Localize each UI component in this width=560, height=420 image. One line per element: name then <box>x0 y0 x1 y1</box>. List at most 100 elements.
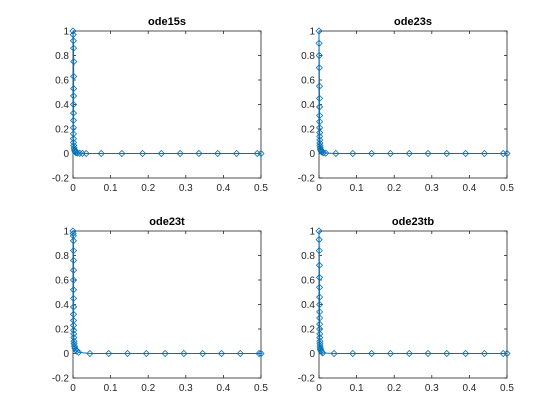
data-point-marker <box>405 349 413 358</box>
y-tick-label: 0.6 <box>55 276 69 287</box>
data-point-marker <box>315 283 324 291</box>
data-point-marker <box>462 149 470 158</box>
data-point-marker <box>315 227 323 235</box>
data-point-marker <box>123 349 132 358</box>
x-tick-label: 0.4 <box>462 383 476 394</box>
y-tick-label: 0.8 <box>55 251 69 262</box>
data-point-marker <box>332 149 340 158</box>
x-tick-label: 0.4 <box>216 383 230 394</box>
x-tick-label: 0.3 <box>425 183 439 194</box>
data-point-marker <box>315 247 323 255</box>
x-tick-label: 0.3 <box>179 183 193 194</box>
subplot-title: ode15s <box>148 16 186 28</box>
x-tick-label: 0.5 <box>500 183 514 194</box>
data-point-marker <box>318 148 326 156</box>
data-point-marker <box>157 149 165 158</box>
data-point-marker <box>70 141 78 150</box>
y-tick-label: 0.2 <box>55 325 69 336</box>
data-point-marker <box>315 261 323 269</box>
data-point-marker <box>105 349 113 358</box>
y-tick-label: 1 <box>309 27 315 38</box>
data-point-marker <box>480 149 489 158</box>
y-tick-label: -0.2 <box>298 374 316 385</box>
data-point-marker <box>315 103 324 111</box>
data-point-marker <box>386 149 395 158</box>
data-point-marker <box>69 303 78 311</box>
data-point-marker <box>71 344 79 352</box>
data-point-marker <box>69 135 78 143</box>
x-tick-label: 0.3 <box>425 383 439 394</box>
y-tick-label: 0.6 <box>55 76 69 87</box>
data-point-marker <box>69 37 77 45</box>
data-point-marker <box>69 256 78 264</box>
x-tick-label: 0.5 <box>500 383 514 394</box>
data-point-marker <box>69 227 77 235</box>
data-point-marker <box>70 72 78 80</box>
data-point-marker <box>69 321 78 329</box>
axes-box <box>72 230 262 379</box>
data-point-marker <box>315 236 323 244</box>
data-point-marker <box>69 316 78 324</box>
y-tick-label: 0 <box>309 149 315 160</box>
data-point-marker <box>424 349 432 358</box>
x-tick-label: 0.5 <box>254 383 268 394</box>
data-point-marker <box>315 82 324 90</box>
data-point-marker <box>315 94 324 102</box>
data-point-marker <box>217 349 226 358</box>
data-point-marker <box>69 294 78 302</box>
y-tick-label: 0.2 <box>55 125 69 136</box>
data-point-marker <box>69 27 77 35</box>
data-point-marker <box>69 116 78 124</box>
y-tick-label: 0 <box>63 349 69 360</box>
data-point-marker <box>349 349 357 358</box>
data-point-marker <box>69 266 78 274</box>
data-point-marker <box>70 58 78 66</box>
y-tick-label: -0.2 <box>298 174 316 185</box>
data-point-marker <box>349 149 357 158</box>
y-tick-label: 1 <box>63 227 69 238</box>
data-point-marker <box>330 349 338 358</box>
data-point-marker <box>316 325 324 333</box>
data-point-marker <box>70 342 79 350</box>
data-point-marker <box>368 149 376 158</box>
data-point-marker <box>316 330 324 338</box>
x-tick-label: 0.5 <box>254 183 268 194</box>
data-point-marker <box>316 300 324 309</box>
data-point-marker <box>315 27 323 35</box>
data-point-marker <box>424 149 432 158</box>
y-tick-label: 0 <box>63 149 69 160</box>
data-point-marker <box>73 149 82 157</box>
data-point-marker <box>70 330 78 338</box>
data-point-marker <box>316 337 324 345</box>
data-point-marker <box>69 237 78 245</box>
x-tick-label: 0 <box>316 183 322 194</box>
data-point-marker <box>443 349 451 358</box>
subplot-title: ode23s <box>394 16 432 28</box>
data-point-marker <box>316 132 324 140</box>
y-tick-label: 1 <box>309 227 315 238</box>
data-point-marker <box>195 149 203 158</box>
y-tick-label: -0.2 <box>52 374 70 385</box>
data-point-marker <box>405 149 413 158</box>
y-tick-label: 1 <box>63 27 69 38</box>
data-point-marker <box>69 100 78 109</box>
x-tick-label: 0 <box>70 183 76 194</box>
x-tick-label: 0.1 <box>350 183 364 194</box>
data-point-marker <box>69 92 78 100</box>
x-tick-label: 0.1 <box>350 383 364 394</box>
data-point-marker <box>315 39 323 47</box>
y-tick-label: 0.8 <box>55 51 69 62</box>
x-tick-label: 0.1 <box>104 383 118 394</box>
subplot-title: ode23tb <box>392 216 434 228</box>
x-tick-label: 0.2 <box>141 183 155 194</box>
x-tick-label: 0.4 <box>216 183 230 194</box>
data-point-marker <box>503 149 511 158</box>
data-point-marker <box>69 229 77 238</box>
data-point-marker <box>138 149 147 158</box>
data-point-marker <box>69 109 78 117</box>
data-point-marker <box>480 349 489 358</box>
